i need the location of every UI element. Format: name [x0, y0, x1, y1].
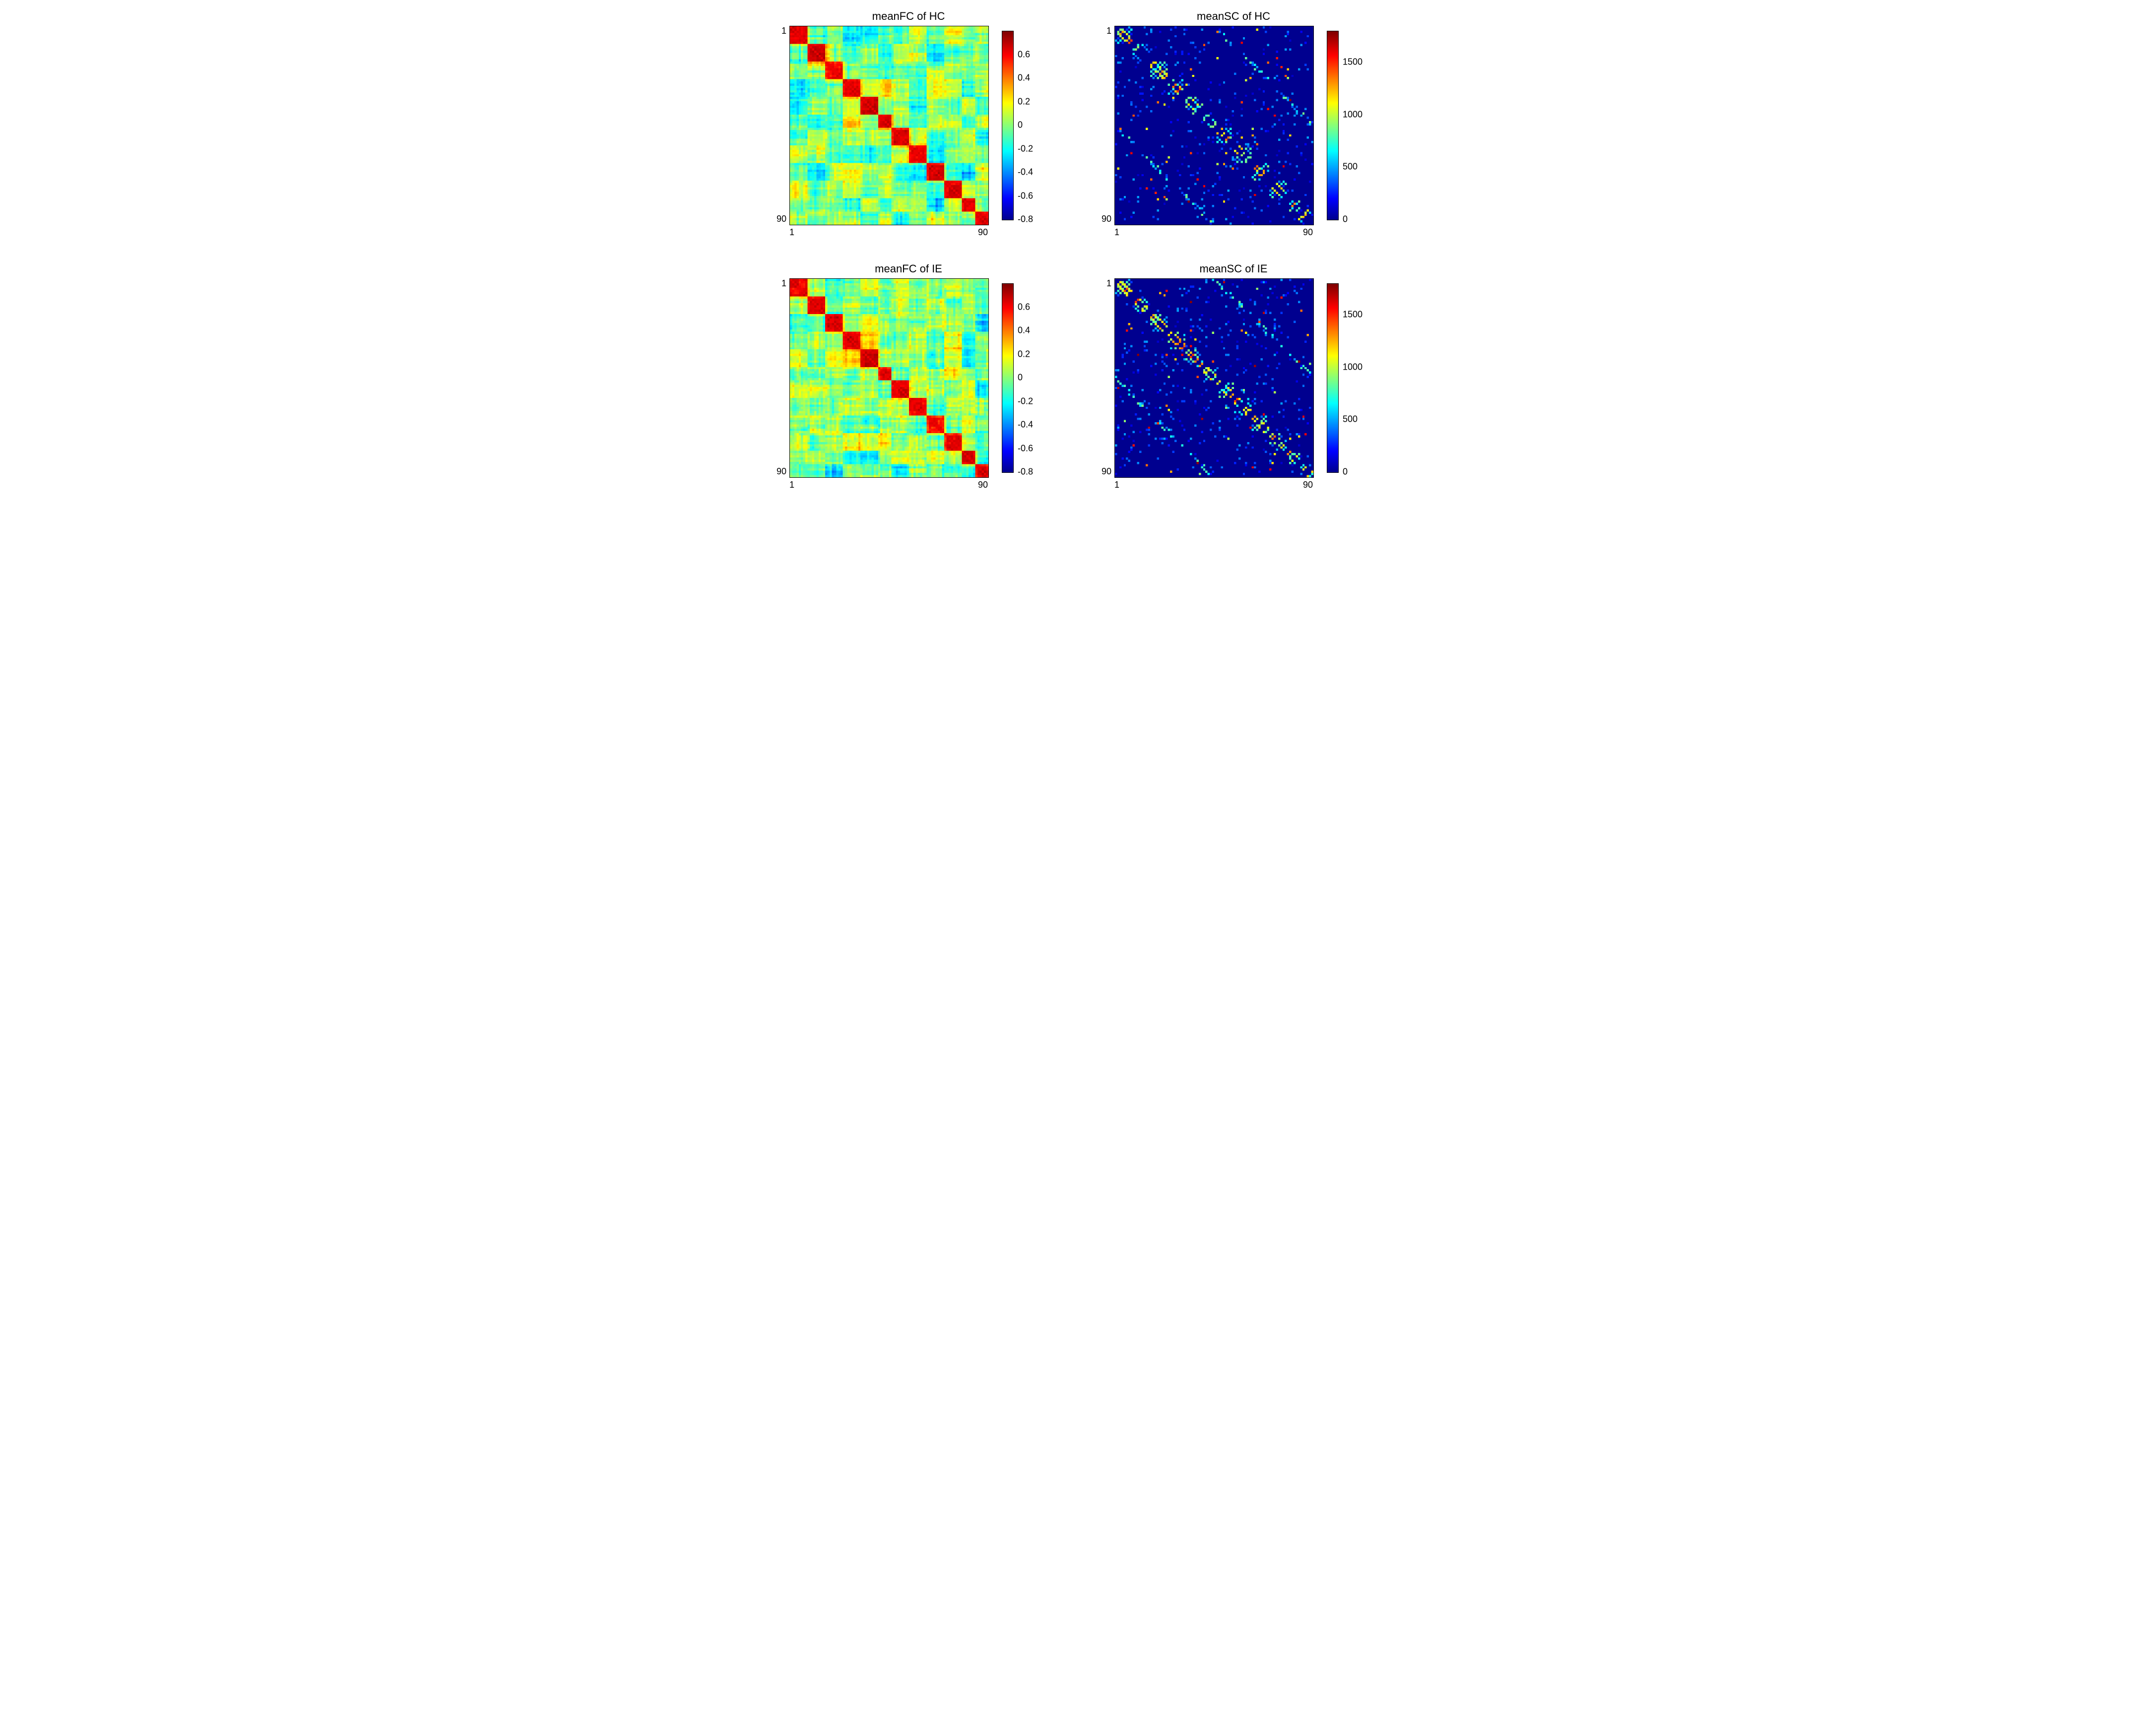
heatmap-sc-hc [1114, 26, 1314, 225]
colorbar-ticks: 0.6 0.4 0.2 0 -0.2 -0.4 -0.6 -0.8 [1014, 278, 1040, 477]
colorbar-tick: -0.6 [1018, 191, 1033, 201]
colorbar-ticks: 1500 1000 500 0 [1339, 278, 1365, 477]
panel-fc-hc: meanFC of HC1901900.60.40.20-0.2-0.4-0.6… [764, 10, 1054, 238]
y-axis-ticks: 1 90 [777, 26, 786, 224]
y-axis-ticks: 1 90 [1102, 278, 1111, 477]
colorbar [1327, 31, 1339, 220]
x-axis-ticks: 1 90 [789, 227, 988, 238]
colorbar-tick: 0 [1343, 467, 1348, 477]
colorbar [1002, 283, 1014, 473]
colorbar-tick: 0.4 [1018, 73, 1030, 83]
colorbar [1002, 31, 1014, 220]
y-axis-ticks: 1 90 [777, 278, 786, 477]
panel-sc-hc: meanSC of HC190190150010005000 [1089, 10, 1379, 238]
colorbar-tick: 1500 [1343, 310, 1363, 320]
y-tick: 90 [777, 214, 786, 224]
colorbar-tick: 500 [1343, 162, 1358, 172]
colorbar-tick: 500 [1343, 414, 1358, 425]
x-tick: 1 [1114, 480, 1119, 490]
colorbar-tick: 0.6 [1018, 302, 1030, 312]
colorbar-tick: 0.4 [1018, 325, 1030, 336]
panel-sc-ie: meanSC of IE190190150010005000 [1089, 262, 1379, 490]
y-axis-ticks: 1 90 [1102, 26, 1111, 224]
x-tick: 1 [789, 227, 794, 238]
figure-grid: meanFC of HC1901900.60.40.20-0.2-0.4-0.6… [764, 10, 1379, 490]
colorbar [1327, 283, 1339, 473]
colorbar-ticks: 0.6 0.4 0.2 0 -0.2 -0.4 -0.6 -0.8 [1014, 26, 1040, 224]
panel-title: meanFC of HC [872, 10, 945, 23]
colorbar-tick: -0.4 [1018, 167, 1033, 178]
colorbar-tick: -0.2 [1018, 143, 1033, 154]
panel-title: meanSC of HC [1197, 10, 1270, 23]
panel-title: meanSC of IE [1200, 262, 1268, 275]
y-tick: 90 [777, 466, 786, 477]
colorbar-tick: -0.2 [1018, 396, 1033, 406]
heatmap-fc-hc [789, 26, 989, 225]
y-tick: 1 [777, 278, 786, 289]
colorbar-tick: -0.8 [1018, 467, 1033, 477]
colorbar-tick: 1000 [1343, 109, 1363, 120]
colorbar-ticks: 1500 1000 500 0 [1339, 26, 1365, 224]
colorbar-tick: 0.6 [1018, 49, 1030, 60]
colorbar-tick: 0 [1018, 373, 1023, 383]
colorbar-tick: 0 [1018, 120, 1023, 130]
x-axis-ticks: 1 90 [789, 480, 988, 490]
colorbar-tick: -0.6 [1018, 443, 1033, 453]
y-tick: 90 [1102, 466, 1111, 477]
x-tick: 90 [978, 480, 988, 490]
y-tick: 90 [1102, 214, 1111, 224]
colorbar-tick: -0.4 [1018, 420, 1033, 430]
x-tick: 90 [1303, 480, 1313, 490]
heatmap-fc-ie [789, 278, 989, 478]
x-axis-ticks: 1 90 [1114, 480, 1313, 490]
colorbar-tick: 1500 [1343, 57, 1363, 67]
colorbar-tick: 1000 [1343, 362, 1363, 372]
heatmap-sc-ie [1114, 278, 1314, 478]
x-axis-ticks: 1 90 [1114, 227, 1313, 238]
y-tick: 1 [1102, 26, 1111, 36]
panel-fc-ie: meanFC of IE1901900.60.40.20-0.2-0.4-0.6… [764, 262, 1054, 490]
colorbar-tick: 0 [1343, 214, 1348, 225]
panel-title: meanFC of IE [875, 262, 942, 275]
colorbar-tick: 0.2 [1018, 349, 1030, 359]
y-tick: 1 [777, 26, 786, 36]
x-tick: 1 [1114, 227, 1119, 238]
x-tick: 90 [1303, 227, 1313, 238]
colorbar-tick: 0.2 [1018, 96, 1030, 107]
x-tick: 1 [789, 480, 794, 490]
colorbar-tick: -0.8 [1018, 214, 1033, 225]
y-tick: 1 [1102, 278, 1111, 289]
x-tick: 90 [978, 227, 988, 238]
